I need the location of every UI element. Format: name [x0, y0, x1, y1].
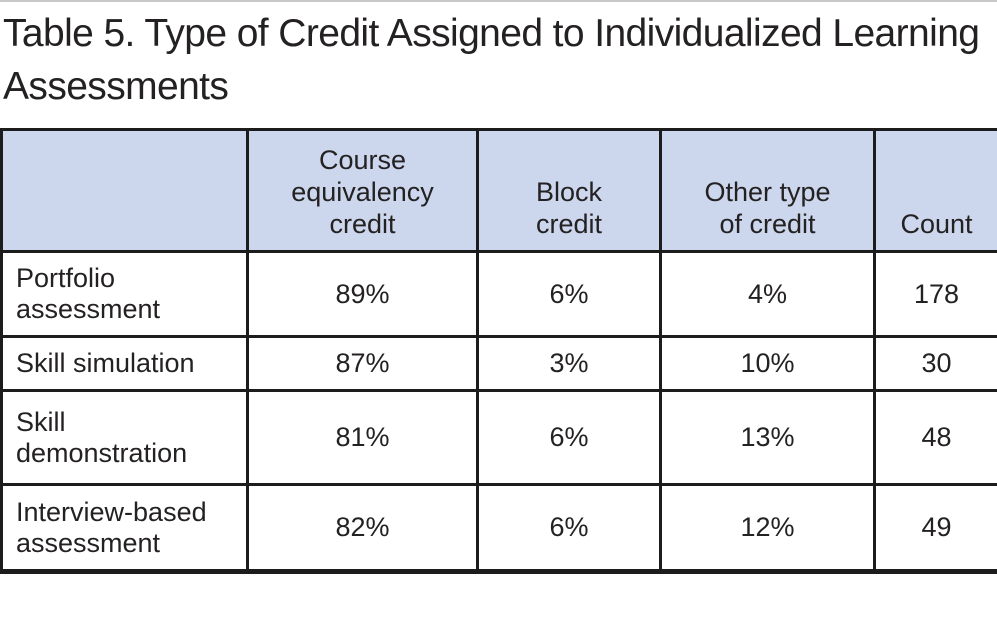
cell-interview-based-block-credit: 6% — [476, 483, 662, 573]
cell-portfolio-course-equivalency: 89% — [246, 250, 479, 338]
column-header-count: Count — [873, 128, 997, 253]
table-row-skill-simulation: Skill simulation 87% 3% 10% 30 — [0, 335, 997, 392]
cell-portfolio-block-credit: 6% — [476, 250, 662, 338]
column-header-course-equivalency-credit: Course equivalency credit — [246, 128, 479, 253]
column-header-other-type-of-credit: Other type of credit — [659, 128, 876, 253]
credit-type-table: Course equivalency credit Block credit O… — [0, 128, 997, 574]
row-label-skill-simulation: Skill simulation — [0, 335, 249, 392]
table-header-row: Course equivalency credit Block credit O… — [0, 128, 997, 253]
cell-skill-demonstration-course-equivalency: 81% — [246, 389, 479, 486]
cell-interview-based-count: 49 — [873, 483, 997, 573]
cell-skill-simulation-block-credit: 3% — [476, 335, 662, 392]
column-header-blank — [0, 128, 249, 253]
cell-portfolio-count: 178 — [873, 250, 997, 338]
table-caption: Table 5. Type of Credit Assigned to Indi… — [3, 12, 980, 108]
row-label-interview-based-assessment: Interview-based assessment — [0, 483, 249, 573]
top-divider — [0, 0, 997, 2]
cell-skill-simulation-course-equivalency: 87% — [246, 335, 479, 392]
cell-skill-simulation-other-type: 10% — [659, 335, 876, 392]
table-row-skill-demonstration: Skill demonstration 81% 6% 13% 48 — [0, 389, 997, 486]
column-header-block-credit: Block credit — [476, 128, 662, 253]
row-label-portfolio-assessment: Portfolio assessment — [0, 250, 249, 338]
cell-portfolio-other-type: 4% — [659, 250, 876, 338]
cell-skill-demonstration-other-type: 13% — [659, 389, 876, 486]
cell-interview-based-course-equivalency: 82% — [246, 483, 479, 573]
cell-skill-demonstration-count: 48 — [873, 389, 997, 486]
row-label-skill-demonstration: Skill demonstration — [0, 389, 249, 486]
cell-skill-demonstration-block-credit: 6% — [476, 389, 662, 486]
cell-interview-based-other-type: 12% — [659, 483, 876, 573]
cell-skill-simulation-count: 30 — [873, 335, 997, 392]
table-row-portfolio-assessment: Portfolio assessment 89% 6% 4% 178 — [0, 250, 997, 338]
table-row-interview-based-assessment: Interview-based assessment 82% 6% 12% 49 — [0, 483, 997, 573]
